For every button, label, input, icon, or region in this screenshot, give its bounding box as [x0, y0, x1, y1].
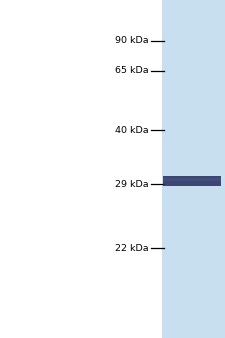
- Bar: [163, 178, 220, 181]
- Text: 22 kDa: 22 kDa: [115, 244, 148, 253]
- Text: 40 kDa: 40 kDa: [115, 126, 148, 135]
- Bar: [163, 176, 220, 186]
- Text: 65 kDa: 65 kDa: [115, 67, 148, 75]
- Bar: [162, 0, 225, 338]
- Text: 29 kDa: 29 kDa: [115, 180, 148, 189]
- Text: 90 kDa: 90 kDa: [115, 36, 148, 45]
